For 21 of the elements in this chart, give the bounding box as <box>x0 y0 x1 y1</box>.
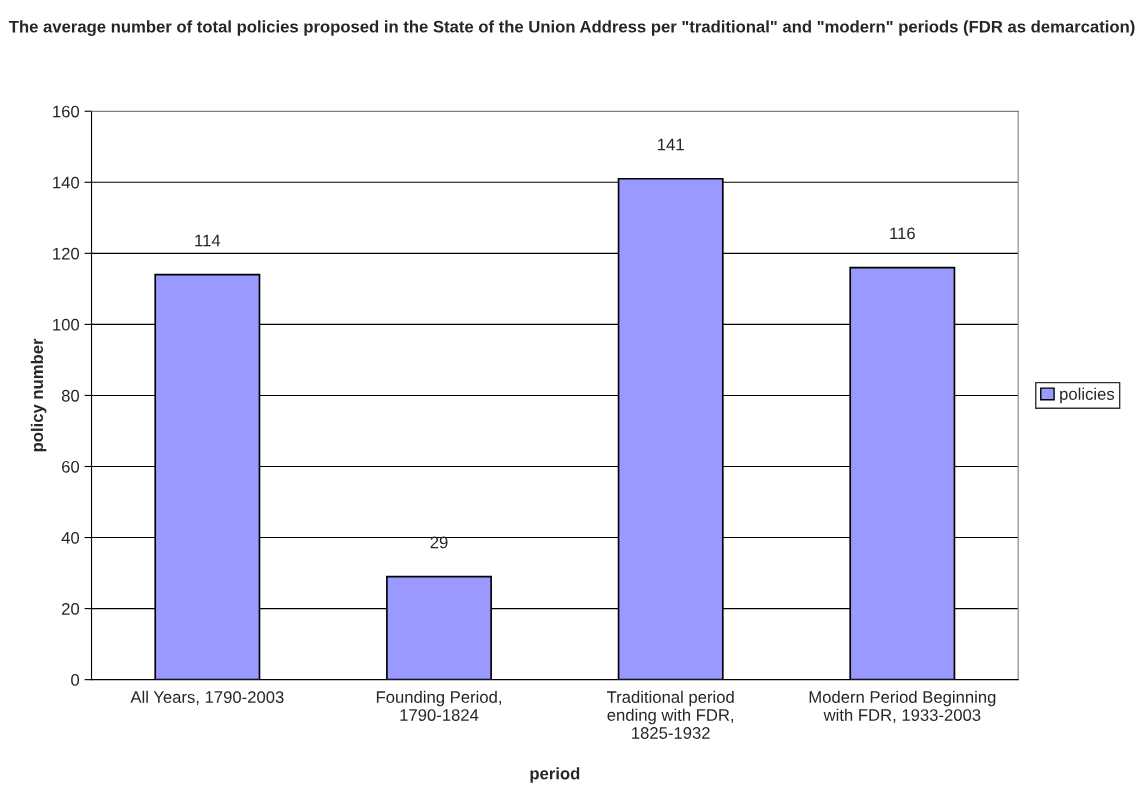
chart-title: The average number of total policies proposed in the State of the Union Address per "traditional" and "modern" periods (FDR as demarcation) <box>8 20 1135 36</box>
x-tick-label: Traditional period ending with FDR, 1825-1932 <box>606 690 734 739</box>
y-tick-label: 80 <box>61 389 80 402</box>
data-label: 141 <box>658 138 684 151</box>
data-label: 29 <box>430 536 448 549</box>
data-label: 114 <box>195 234 221 247</box>
data-label: 116 <box>890 227 915 240</box>
x-tick-label: Modern Period Beginning with FDR, 1933-2003 <box>809 690 996 723</box>
y-tick-label: 140 <box>53 176 80 189</box>
legend-label: policies <box>1060 387 1115 404</box>
x-tick-label: All Years, 1790-2003 <box>130 690 284 705</box>
y-tick-label: 120 <box>53 247 80 260</box>
y-tick-label: 160 <box>53 105 80 118</box>
x-tick-label: Founding Period, 1790-1824 <box>376 690 501 721</box>
y-tick-label: 40 <box>61 531 80 544</box>
y-axis-title: policy number <box>30 338 47 452</box>
y-tick-label: 60 <box>62 460 80 473</box>
y-tick-label: 100 <box>53 318 80 331</box>
y-tick-label: 0 <box>71 674 80 686</box>
y-tick-label: 20 <box>62 603 80 615</box>
x-axis-title: period <box>530 767 580 783</box>
